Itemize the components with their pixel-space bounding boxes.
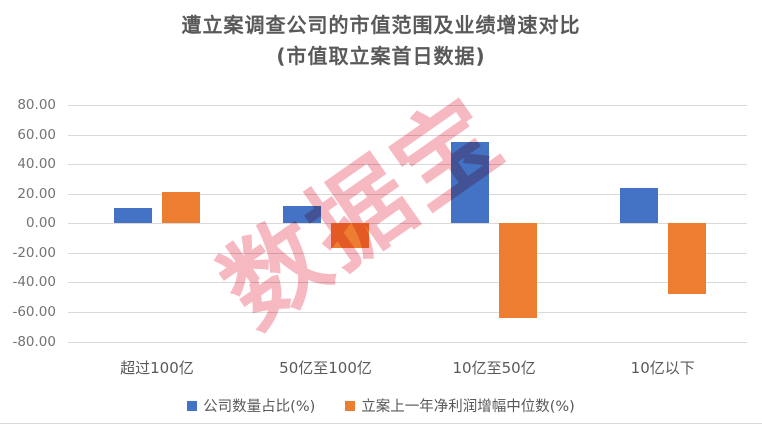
gridline xyxy=(68,341,747,343)
y-axis-tick-label: 20.00 xyxy=(17,185,56,202)
gridline xyxy=(68,105,747,106)
gridline xyxy=(68,193,747,195)
category-label: 50亿至100亿 xyxy=(279,358,372,377)
bar-profit-growth-median xyxy=(330,223,369,249)
chart-title: 遭立案调查公司的市值范围及业绩增速对比 xyxy=(181,13,581,37)
bar-company-count-ratio xyxy=(451,141,490,224)
legend-item: 公司数量占比(%) xyxy=(187,395,315,416)
gridline xyxy=(68,164,747,166)
category-label: 超过100亿 xyxy=(120,358,194,377)
chart-title-block: 遭立案调查公司的市值范围及业绩增速对比 (市值取立案首日数据) xyxy=(0,10,762,72)
legend-label: 立案上一年净利润增幅中位数(%) xyxy=(361,399,575,415)
y-axis-tick-label: -80.00 xyxy=(12,333,56,350)
bar-company-count-ratio xyxy=(113,208,152,224)
y-axis-tick-label: 0.00 xyxy=(25,215,56,232)
y-axis-tick-label: 60.00 xyxy=(17,126,56,143)
bar-company-count-ratio xyxy=(282,205,321,224)
y-axis-tick-label: -40.00 xyxy=(12,274,56,291)
category-label: 10亿以下 xyxy=(630,358,695,377)
chart-subtitle: (市值取立案首日数据) xyxy=(276,44,486,68)
legend-item: 立案上一年净利润增幅中位数(%) xyxy=(345,395,575,416)
legend-label: 公司数量占比(%) xyxy=(203,399,316,415)
legend-swatch-icon xyxy=(345,400,356,411)
bar-profit-growth-median xyxy=(667,223,706,295)
y-axis-tick-label: 80.00 xyxy=(17,97,56,113)
gridline xyxy=(68,282,747,284)
y-axis-tick-label: -60.00 xyxy=(12,303,56,320)
gridline xyxy=(68,223,747,225)
gridline xyxy=(68,134,747,136)
y-axis-tick-label: -20.00 xyxy=(12,244,56,261)
legend-swatch-icon xyxy=(187,400,198,411)
category-label: 10亿至50亿 xyxy=(452,358,536,377)
bar-profit-growth-median xyxy=(499,223,538,318)
y-axis-tick-label: 40.00 xyxy=(17,156,56,173)
legend: 公司数量占比(%) 立案上一年净利润增幅中位数(%) xyxy=(0,395,762,416)
gridline xyxy=(68,252,747,254)
bar-profit-growth-median xyxy=(161,192,200,224)
gridline xyxy=(68,311,747,313)
bar-company-count-ratio xyxy=(619,187,658,224)
bottom-divider xyxy=(0,423,762,424)
